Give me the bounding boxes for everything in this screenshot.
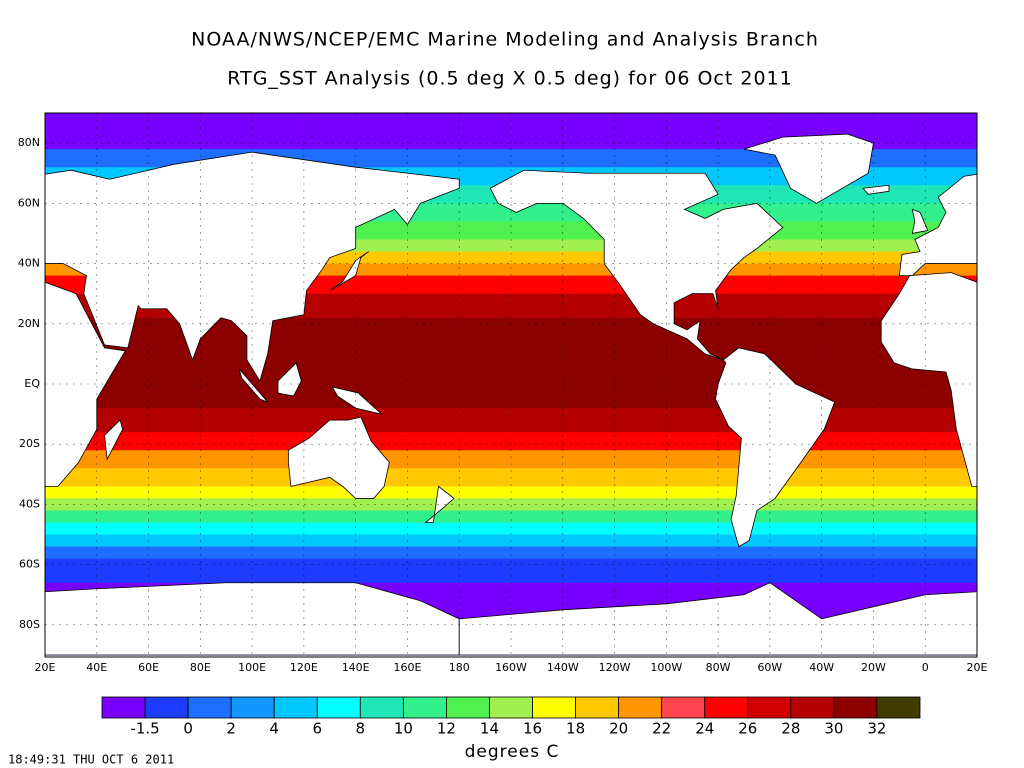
- color-swatch: [273, 696, 318, 719]
- colorbar-label: 16: [523, 720, 542, 738]
- lon-label: 0: [922, 661, 929, 674]
- color-swatch: [833, 696, 878, 719]
- lon-label: 160W: [495, 661, 527, 674]
- lon-label: 120W: [599, 661, 631, 674]
- sst-band: [45, 450, 977, 469]
- color-swatch: [101, 696, 146, 719]
- land: [104, 419, 124, 461]
- color-swatch: [618, 696, 663, 719]
- land: [238, 368, 268, 403]
- lon-label: 80E: [190, 661, 211, 674]
- sst-band: [45, 432, 977, 451]
- lon-label: 40E: [86, 661, 107, 674]
- land: [489, 169, 784, 361]
- lat-label: 60N: [18, 196, 40, 209]
- lat-label: EQ: [24, 377, 40, 390]
- land: [424, 485, 455, 523]
- colorbar-label: 0: [183, 720, 193, 738]
- colorbar-label: 32: [867, 720, 886, 738]
- lat-label: 80S: [19, 618, 40, 631]
- lon-label: 180: [449, 661, 470, 674]
- color-swatch: [359, 696, 404, 719]
- colorbar-label: 22: [652, 720, 671, 738]
- land: [911, 208, 929, 234]
- colorbar-label: -1.5: [130, 720, 159, 738]
- color-swatch: [316, 696, 361, 719]
- color-swatch: [790, 696, 835, 719]
- land: [898, 173, 977, 277]
- lon-label: 20E: [967, 661, 988, 674]
- lon-label: 100W: [650, 661, 682, 674]
- land: [880, 272, 977, 487]
- color-swatch: [575, 696, 620, 719]
- color-swatch: [402, 696, 447, 719]
- color-swatch: [532, 696, 576, 719]
- color-swatch: [489, 696, 533, 719]
- timestamp: 18:49:31 THU OCT 6 2011: [8, 753, 174, 767]
- title: NOAA/NWS/NCEP/EMC Marine Modeling and An…: [191, 29, 819, 51]
- colorbar-label: 8: [356, 720, 366, 738]
- color-swatch: [144, 696, 189, 719]
- colorbar-label: 26: [738, 720, 757, 738]
- colorbar-label: 14: [480, 720, 499, 738]
- lon-label: 140W: [547, 661, 579, 674]
- lon-label: 140E: [342, 661, 370, 674]
- color-swatch: [230, 696, 275, 719]
- lon-label: 40W: [809, 661, 834, 674]
- colorbar-label: 18: [566, 720, 585, 738]
- lon-label: 60W: [757, 661, 782, 674]
- colorbar-label: 2: [226, 720, 236, 738]
- land: [45, 151, 460, 382]
- sst-band: [45, 546, 977, 560]
- land: [277, 362, 302, 397]
- units: degrees C: [465, 742, 560, 762]
- colorbar-label: 24: [695, 720, 714, 738]
- lat-label: 40S: [19, 497, 40, 510]
- color-swatch: [446, 696, 490, 719]
- colorbar-label: 30: [824, 720, 843, 738]
- colorbar-label: 28: [781, 720, 800, 738]
- lon-label: 80W: [706, 661, 731, 674]
- lon-label: 20W: [861, 661, 886, 674]
- color-swatch: [704, 696, 749, 719]
- colorbar-label: 4: [269, 720, 279, 738]
- color-swatch: [747, 696, 792, 719]
- lat-label: 20S: [19, 437, 40, 450]
- colorbar-label: 20: [609, 720, 628, 738]
- map: [45, 113, 977, 657]
- color-swatch: [187, 696, 232, 719]
- lon-label: 20E: [35, 661, 56, 674]
- map-frame: [44, 112, 978, 658]
- lon-label: 160E: [393, 661, 421, 674]
- color-swatch: [876, 696, 921, 719]
- lat-label: 20N: [18, 317, 40, 330]
- land: [45, 582, 460, 656]
- colorbar-label: 6: [312, 720, 322, 738]
- lon-label: 120E: [290, 661, 318, 674]
- lon-label: 60E: [138, 661, 159, 674]
- subtitle: RTG_SST Analysis (0.5 deg X 0.5 deg) for…: [227, 68, 792, 90]
- colorbar-label: 10: [394, 720, 413, 738]
- lon-label: 100E: [238, 661, 266, 674]
- land: [287, 416, 390, 499]
- land: [862, 184, 890, 195]
- colorbar-label: 12: [437, 720, 456, 738]
- color-swatch: [661, 696, 706, 719]
- land: [331, 386, 383, 415]
- land: [45, 281, 126, 487]
- lat-label: 60S: [19, 558, 40, 571]
- lat-label: 80N: [18, 136, 40, 149]
- lat-label: 40N: [18, 257, 40, 270]
